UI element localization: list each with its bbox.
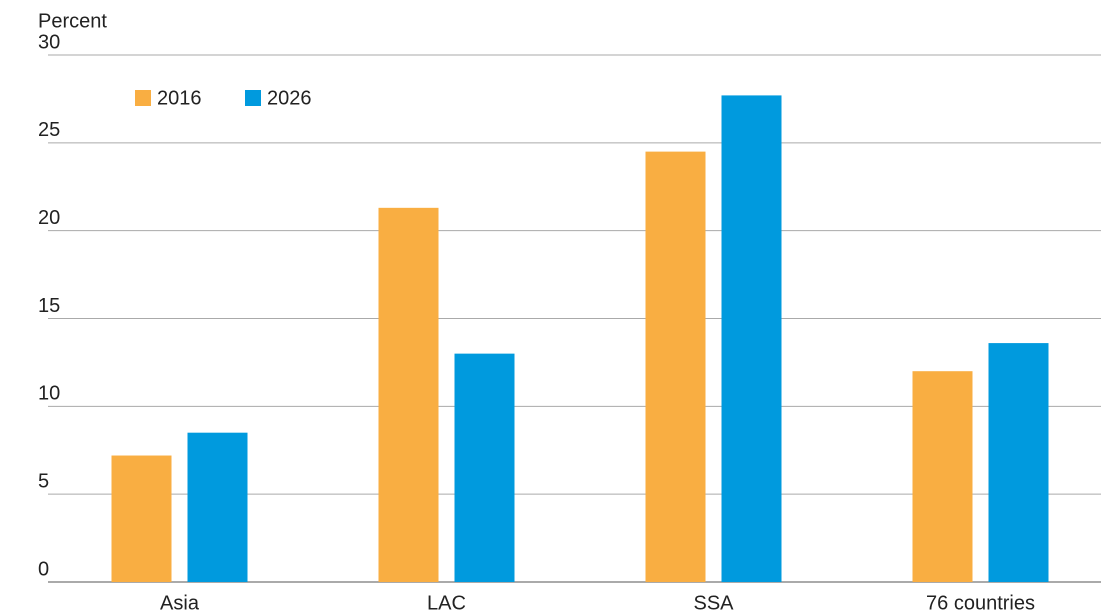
x-tick-label: 76 countries [926, 592, 1035, 614]
bar [721, 95, 782, 583]
bar [378, 207, 439, 582]
y-tick-label: 25 [38, 119, 60, 141]
legend-label: 2016 [157, 87, 202, 109]
legend-label: 2026 [267, 87, 312, 109]
x-tick-label: LAC [427, 592, 466, 614]
x-tick-label: Asia [160, 592, 200, 614]
bar [111, 455, 172, 582]
y-tick-label: 30 [38, 31, 60, 53]
y-tick-label: 5 [38, 470, 49, 492]
bar [912, 371, 973, 582]
y-axis-label: Percent [38, 10, 107, 32]
y-tick-label: 0 [38, 558, 49, 580]
bar [645, 151, 706, 582]
legend-swatch [245, 90, 261, 106]
y-tick-label: 10 [38, 383, 60, 405]
legend-swatch [135, 90, 151, 106]
bar [988, 343, 1049, 582]
y-tick-label: 20 [38, 207, 60, 229]
bar [187, 432, 248, 582]
x-tick-label: SSA [693, 592, 734, 614]
bar [454, 353, 515, 582]
y-tick-label: 15 [38, 295, 60, 317]
